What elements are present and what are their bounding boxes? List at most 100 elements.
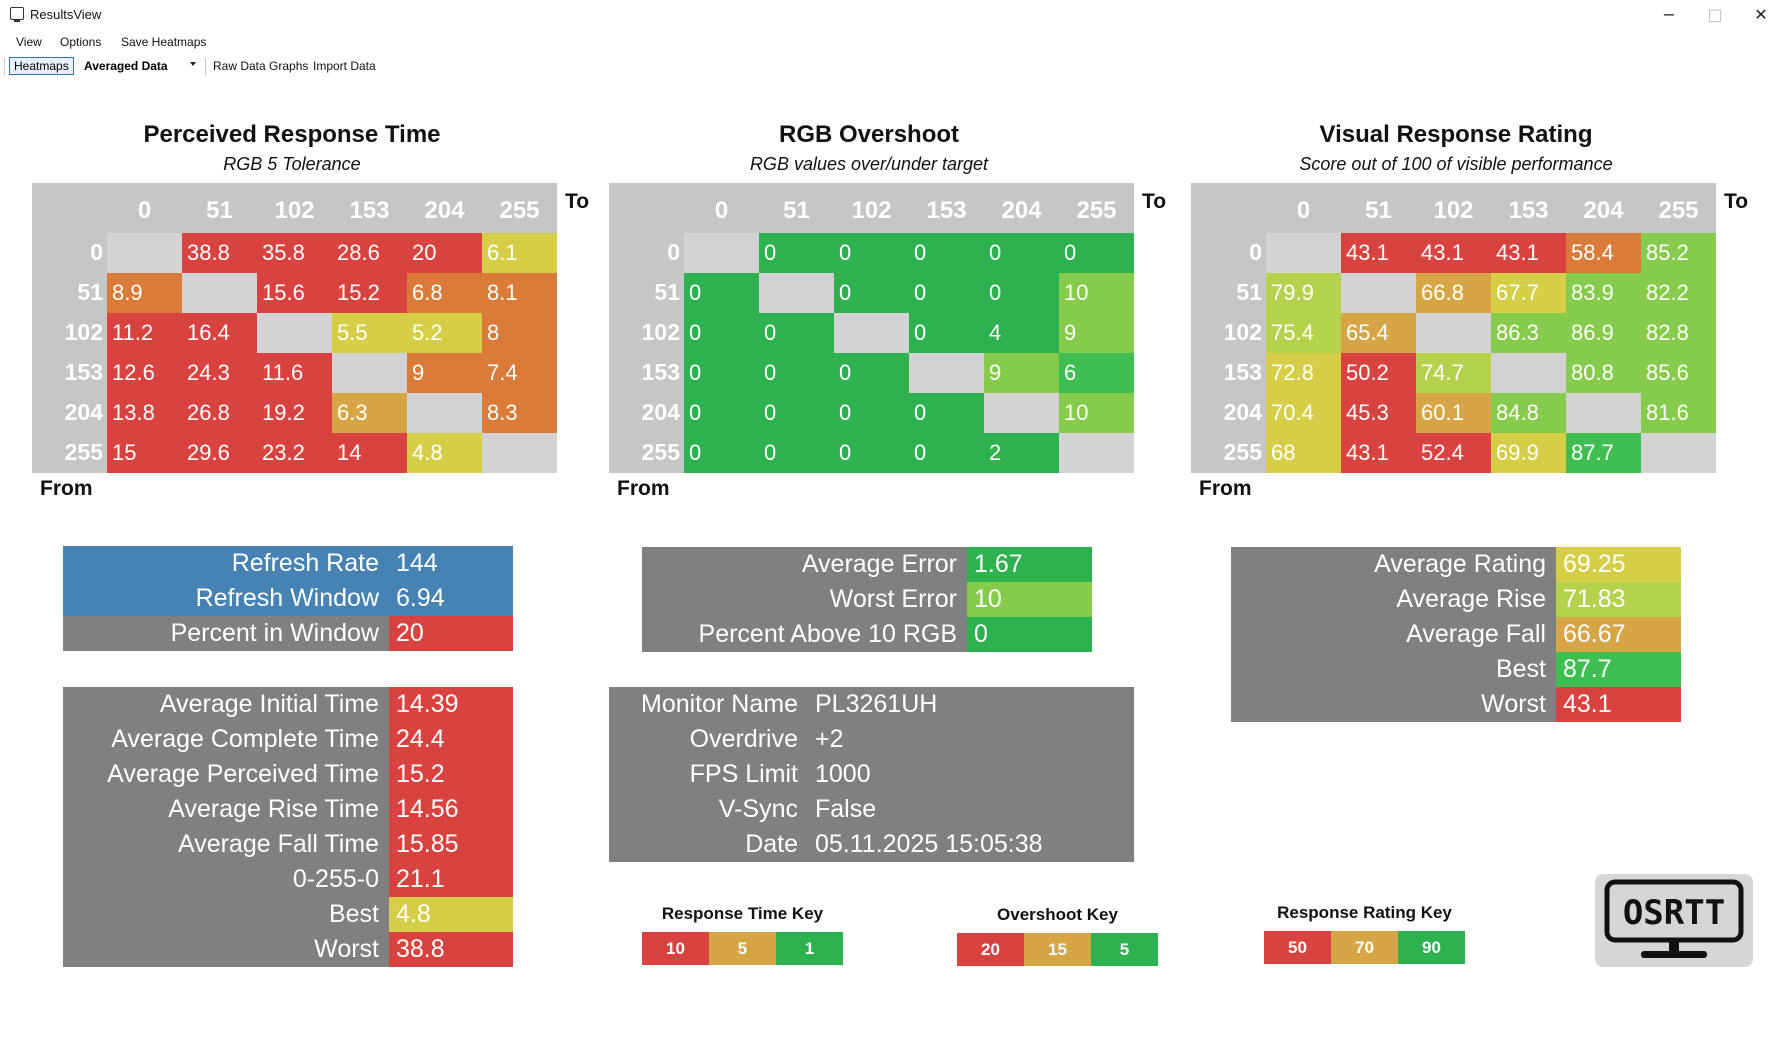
monitor-info-value: 05.11.2025 15:05:38 bbox=[808, 827, 1134, 862]
heatmap-cell: 43.1 bbox=[1491, 233, 1566, 273]
title-bar bbox=[0, 0, 1786, 30]
response-stat-row: Average Initial Time 14.39 bbox=[63, 687, 513, 722]
heatmap-cell: 0 bbox=[909, 273, 984, 313]
heatmap-cell: 13.8 bbox=[107, 393, 182, 433]
import-data-button[interactable]: Import Data bbox=[313, 59, 376, 73]
response-stat-value: 4.8 bbox=[389, 897, 513, 932]
heatmap-cell bbox=[332, 353, 407, 393]
heatmap-cell bbox=[182, 273, 257, 313]
heatmap-row-header: 255 bbox=[1223, 439, 1262, 465]
raw-data-graphs-button[interactable]: Raw Data Graphs bbox=[213, 59, 309, 73]
rating-stat-label: Worst bbox=[1231, 687, 1556, 722]
heatmap-cell: 8 bbox=[482, 313, 557, 353]
heatmap-cell bbox=[1059, 433, 1134, 473]
heatmap-cell: 84.8 bbox=[1491, 393, 1566, 433]
heatmap-cell: 8.3 bbox=[482, 393, 557, 433]
heatmap-col-header: 204 bbox=[424, 197, 465, 224]
heatmap-row-header: 51 bbox=[77, 279, 103, 305]
heatmap-title: RGB Overshoot bbox=[778, 121, 960, 148]
heatmap-col-header: 51 bbox=[1365, 197, 1392, 224]
heatmap-cell: 0 bbox=[909, 433, 984, 473]
dropdown-caret-icon[interactable] bbox=[190, 62, 196, 66]
rating-stat-row: Average Fall 66.67 bbox=[1231, 617, 1681, 652]
key-cell: 90 bbox=[1398, 931, 1465, 964]
response-stat-label: Average Complete Time bbox=[63, 722, 389, 757]
heatmap-cell: 85.2 bbox=[1641, 233, 1716, 273]
heatmap-cell: 0 bbox=[834, 393, 909, 433]
heatmap-cell: 45.3 bbox=[1341, 393, 1416, 433]
heatmap-cell: 0 bbox=[759, 313, 834, 353]
rating-stat-value: 43.1 bbox=[1556, 687, 1681, 722]
heatmap-cell: 9 bbox=[984, 353, 1059, 393]
close-button[interactable]: ✕ bbox=[1754, 5, 1768, 24]
heatmap-col-header: 51 bbox=[783, 197, 810, 224]
monitor-info-label: FPS Limit bbox=[609, 757, 808, 792]
heatmap-cell: 2 bbox=[984, 433, 1059, 473]
heatmap-row-header: 204 bbox=[641, 399, 680, 425]
response-stat-value: 38.8 bbox=[389, 932, 513, 967]
response-stat-label: Worst bbox=[63, 932, 389, 967]
heatmap-cell: 0 bbox=[909, 393, 984, 433]
heatmap-cell bbox=[984, 393, 1059, 433]
heatmap-cell: 0 bbox=[684, 273, 759, 313]
menu-save-heatmaps[interactable]: Save Heatmaps bbox=[121, 35, 207, 49]
heatmap-col-header: 51 bbox=[206, 197, 233, 224]
overshoot-stat-row: Percent Above 10 RGB 0 bbox=[642, 617, 1092, 652]
overshoot-stat-label: Percent Above 10 RGB bbox=[642, 617, 967, 652]
menu-options[interactable]: Options bbox=[60, 35, 102, 49]
heatmap-cell bbox=[759, 273, 834, 313]
heatmap-cell: 0 bbox=[684, 313, 759, 353]
heatmap-cell bbox=[1416, 313, 1491, 353]
heatmap-row-header: 153 bbox=[1223, 359, 1262, 385]
heatmap-cell bbox=[1266, 233, 1341, 273]
data-mode-dropdown[interactable]: Averaged Data bbox=[84, 59, 168, 73]
heatmap-cell: 20 bbox=[407, 233, 482, 273]
heatmap-row-header: 0 bbox=[1249, 239, 1262, 265]
key-cell: 10 bbox=[642, 932, 709, 965]
heatmap-cell: 80.8 bbox=[1566, 353, 1641, 393]
heatmap-cell: 10 bbox=[1059, 393, 1134, 433]
response-stat-row: Average Perceived Time 15.2 bbox=[63, 757, 513, 792]
menu-view[interactable]: View bbox=[16, 35, 42, 49]
heatmap-from-label: From bbox=[617, 477, 670, 500]
heatmap-cell: 11.2 bbox=[107, 313, 182, 353]
monitor-info-label: V-Sync bbox=[609, 792, 808, 827]
overshoot-stat-label: Average Error bbox=[642, 547, 967, 582]
heatmap-cell: 15.6 bbox=[257, 273, 332, 313]
heatmap-cell: 0 bbox=[984, 273, 1059, 313]
heatmap-cell: 9 bbox=[1059, 313, 1134, 353]
heatmap-cell: 50.2 bbox=[1341, 353, 1416, 393]
heatmap-cell: 35.8 bbox=[257, 233, 332, 273]
heatmap-col-header: 0 bbox=[137, 197, 152, 224]
heatmap-row-header: 0 bbox=[90, 239, 103, 265]
response-stat-value: 24.4 bbox=[389, 722, 513, 757]
heatmap-cell: 70.4 bbox=[1266, 393, 1341, 433]
heatmap-cell: 0 bbox=[909, 233, 984, 273]
maximize-button[interactable]: □ bbox=[1707, 5, 1723, 24]
heatmap-cell bbox=[407, 393, 482, 433]
heatmap-cell: 8.9 bbox=[107, 273, 182, 313]
key-cell: 5 bbox=[709, 932, 776, 965]
monitor-info-row: Overdrive +2 bbox=[609, 722, 1134, 757]
minimize-button[interactable]: − bbox=[1662, 5, 1676, 24]
monitor-info-label: Date bbox=[609, 827, 808, 862]
refresh-stat-value: 20 bbox=[389, 616, 513, 651]
rating-stat-row: Average Rise 71.83 bbox=[1231, 582, 1681, 617]
heatmap-row-header: 255 bbox=[641, 439, 680, 465]
heatmaps-tab-button[interactable]: Heatmaps bbox=[9, 57, 74, 75]
response-stat-row: Average Fall Time 15.85 bbox=[63, 827, 513, 862]
heatmap-row-header: 204 bbox=[1223, 399, 1262, 425]
response-stat-row: Worst 38.8 bbox=[63, 932, 513, 967]
heatmap-cell: 0 bbox=[759, 433, 834, 473]
heatmap-cell: 0 bbox=[1059, 233, 1134, 273]
rating-stat-row: Best 87.7 bbox=[1231, 652, 1681, 687]
refresh-stat-row: Percent in Window 20 bbox=[63, 616, 513, 651]
response-stat-label: Average Initial Time bbox=[63, 687, 389, 722]
response-stat-row: 0-255-0 21.1 bbox=[63, 862, 513, 897]
rating-stat-value: 71.83 bbox=[1556, 582, 1681, 617]
heatmap-cell: 58.4 bbox=[1566, 233, 1641, 273]
heatmap-cell: 75.4 bbox=[1266, 313, 1341, 353]
rating-stat-label: Average Rating bbox=[1231, 547, 1556, 582]
response-stat-value: 21.1 bbox=[389, 862, 513, 897]
heatmap-row-header: 51 bbox=[654, 279, 680, 305]
